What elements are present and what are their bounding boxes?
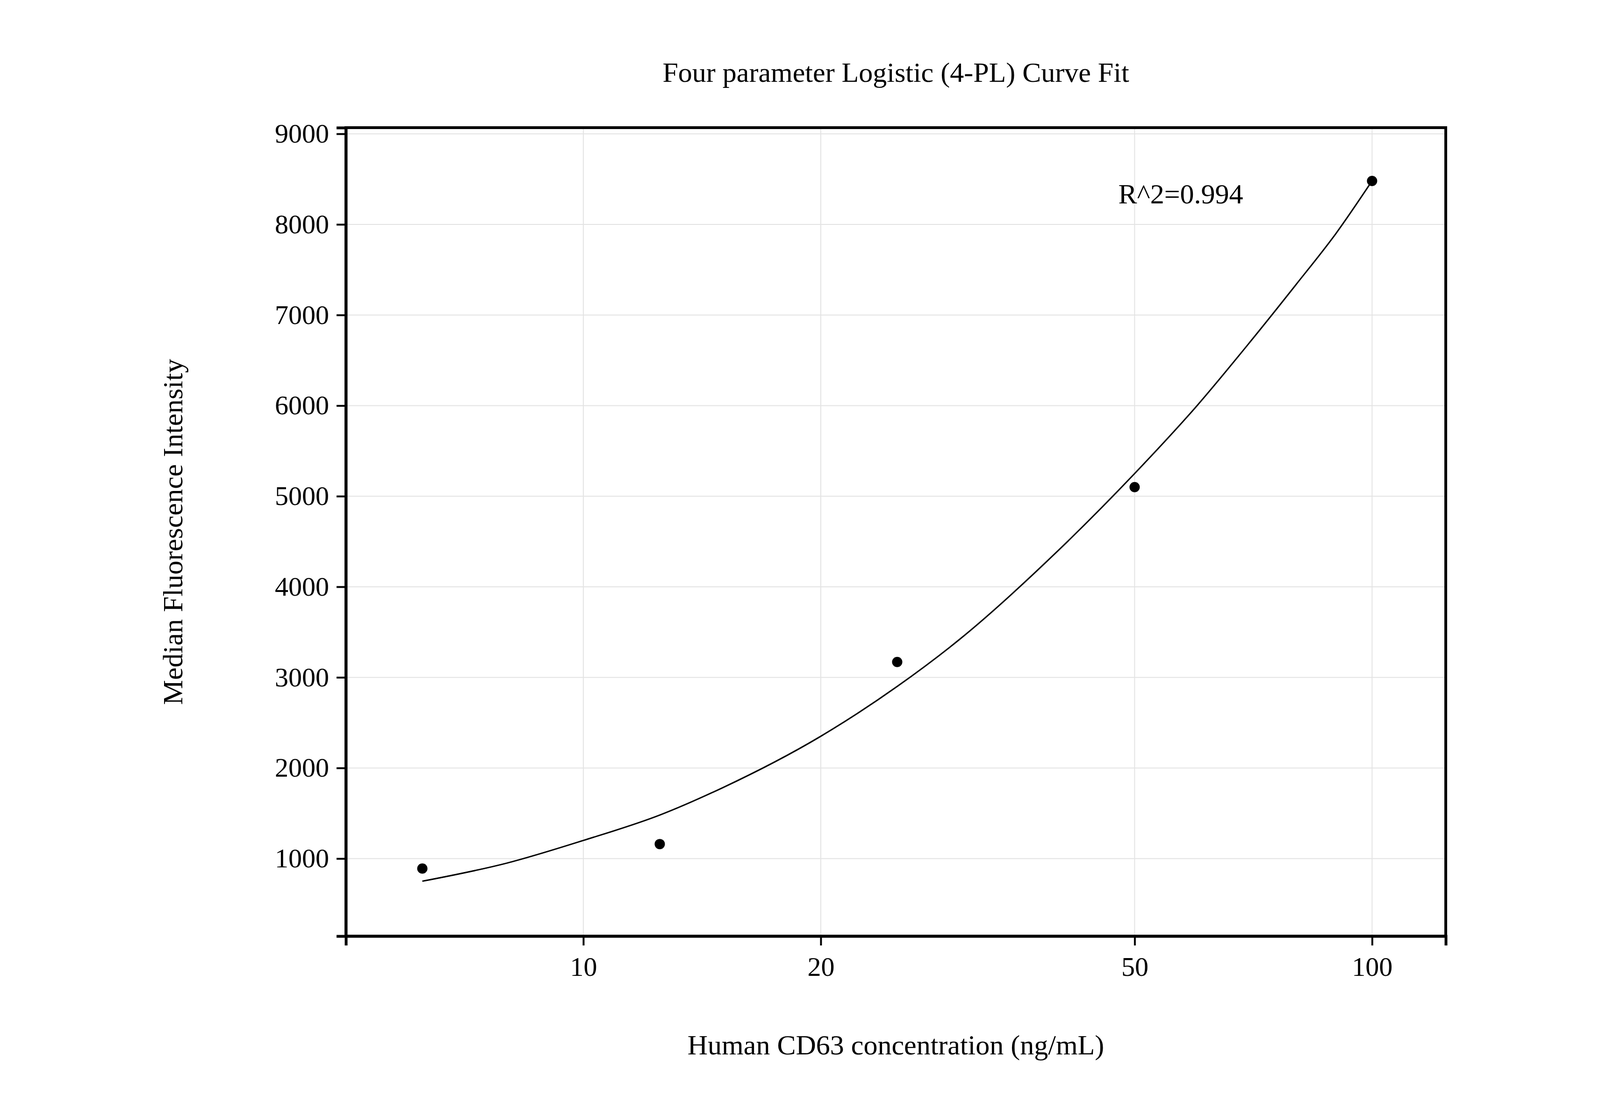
plot-area: [417, 175, 1378, 882]
tick-label: 7000: [274, 299, 330, 331]
grid-line: [582, 127, 584, 936]
tick-label: 9000: [274, 118, 330, 149]
x-axis: 10 20 50 100: [346, 935, 1447, 982]
tick-label: 6000: [274, 389, 330, 421]
tick-label: 8000: [274, 208, 330, 240]
tick: 100: [1351, 935, 1393, 982]
tick: 4000: [274, 571, 346, 602]
grid-line: [345, 676, 1446, 678]
tick: 1000: [274, 842, 346, 874]
grid-line: [1133, 127, 1135, 936]
data-point: [1129, 481, 1140, 493]
grid-line: [345, 586, 1446, 588]
y-axis: 1000 2000 3000 4000 5000 6000 7000 8000 9000: [274, 118, 347, 936]
grid-line: [345, 857, 1446, 859]
grid-line: [820, 127, 822, 936]
tick-label: 5000: [274, 480, 330, 511]
y-axis-title: Median Fluorescence Intensity: [157, 358, 189, 705]
grid-line: [345, 314, 1446, 316]
fit-line: [422, 180, 1373, 882]
tick: 20: [807, 935, 835, 982]
tick-label: 1000: [274, 842, 330, 874]
data-point: [654, 838, 665, 849]
tick-label: 10: [569, 951, 597, 982]
tick: 6000: [274, 389, 346, 421]
tick: 10: [569, 935, 597, 982]
tick: 7000: [274, 299, 346, 331]
tick-label: 50: [1121, 951, 1149, 982]
tick: 50: [1121, 935, 1149, 982]
tick: 8000: [274, 208, 346, 240]
axis-line: [346, 936, 1447, 946]
annotation: R^2=0.994: [1118, 178, 1243, 210]
tick: 2000: [274, 752, 346, 783]
plot-frame: [345, 127, 1446, 936]
grid-line: [345, 767, 1446, 768]
chart: 10 20 50 100 1000 2000 3000 4000 5000 6000 7000 800…: [0, 0, 1600, 1118]
tick: 3000: [274, 661, 346, 693]
x-axis-title: Human CD63 concentration (ng/mL): [687, 1029, 1105, 1061]
title: Four parameter Logistic (4-PL) Curve Fit: [662, 57, 1129, 88]
tick: 5000: [274, 480, 346, 511]
tick-label: 3000: [274, 661, 330, 693]
grid-line: [345, 495, 1446, 497]
grid-line: [1371, 127, 1373, 936]
grid-line: [345, 133, 1446, 135]
tick-label: 4000: [274, 571, 330, 602]
data-point: [417, 862, 428, 874]
tick: 9000: [274, 118, 346, 149]
tick-label: 100: [1351, 951, 1393, 982]
tick-label: 20: [807, 951, 835, 982]
grid-line: [345, 223, 1446, 225]
tick-label: 2000: [274, 752, 330, 783]
data-point: [891, 656, 903, 668]
grid: [345, 127, 1446, 936]
grid-line: [345, 404, 1446, 406]
